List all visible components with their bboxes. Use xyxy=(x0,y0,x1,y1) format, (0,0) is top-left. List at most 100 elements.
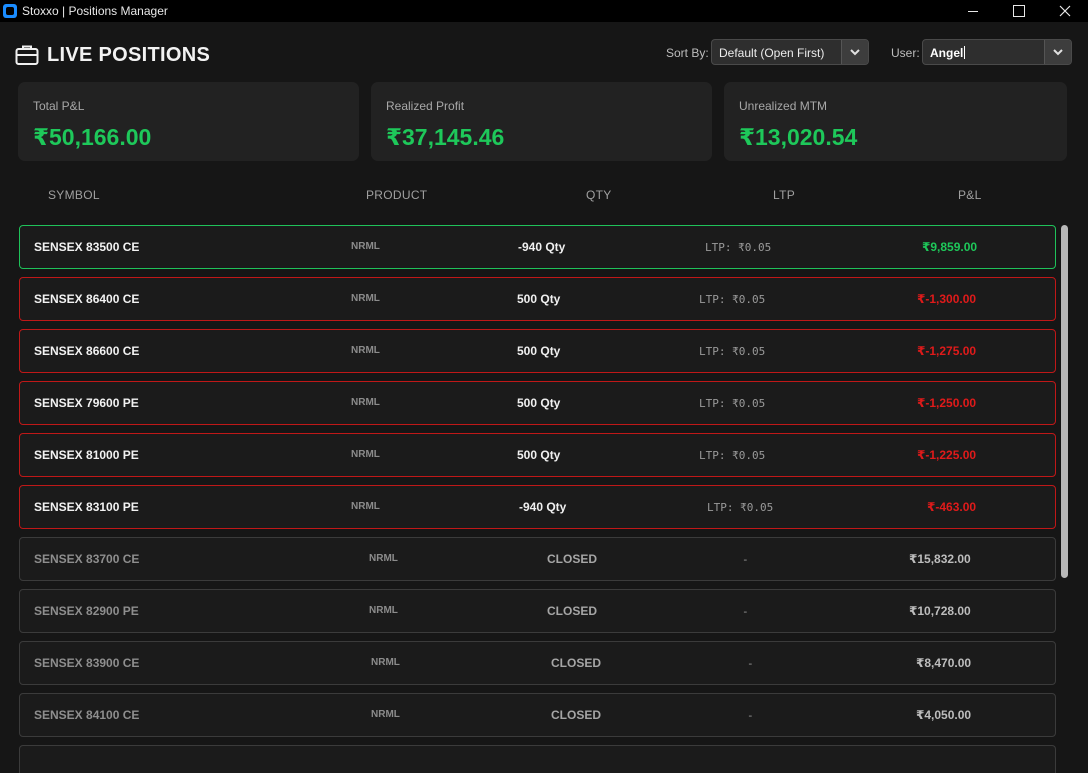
position-product: NRML xyxy=(351,241,380,252)
position-row[interactable]: SENSEX 86600 CE NRML 500 Qty LTP: ₹0.05 … xyxy=(19,329,1056,373)
chevron-down-icon xyxy=(850,48,860,55)
position-ltp: - xyxy=(742,605,749,618)
position-qty: CLOSED xyxy=(551,656,602,670)
user-label: User: xyxy=(891,46,920,60)
position-row[interactable]: SENSEX 83900 CE NRML CLOSED - ₹8,470.00 xyxy=(19,641,1056,685)
position-row[interactable]: SENSEX 79600 PE NRML 500 Qty LTP: ₹0.05 … xyxy=(19,381,1056,425)
position-product: NRML xyxy=(351,397,380,408)
unrealized-mtm-label: Unrealized MTM xyxy=(739,99,828,113)
position-pnl: ₹-463.00 xyxy=(927,500,977,514)
position-symbol: SENSEX 83500 CE xyxy=(34,240,140,254)
maximize-icon xyxy=(1013,5,1025,17)
position-row[interactable]: SENSEX 86400 CE NRML 500 Qty LTP: ₹0.05 … xyxy=(19,277,1056,321)
position-symbol: SENSEX 83700 CE xyxy=(34,552,140,566)
app-logo-icon xyxy=(3,4,17,18)
position-qty: 500 Qty xyxy=(517,292,561,306)
position-row[interactable]: SENSEX 83100 PE NRML -940 Qty LTP: ₹0.05… xyxy=(19,485,1056,529)
column-header-ltp: LTP xyxy=(773,188,796,202)
position-ltp: LTP: ₹0.05 xyxy=(705,241,772,254)
position-row[interactable]: SENSEX 81000 PE NRML 500 Qty LTP: ₹0.05 … xyxy=(19,433,1056,477)
realized-profit-value: ₹37,145.46 xyxy=(386,124,505,150)
window-titlebar: Stoxxo | Positions Manager xyxy=(0,0,1088,22)
column-header-qty: QTY xyxy=(586,188,612,202)
position-pnl: ₹-1,250.00 xyxy=(917,396,977,410)
position-ltp: - xyxy=(742,553,749,566)
close-icon xyxy=(1059,5,1071,17)
position-pnl: ₹4,050.00 xyxy=(916,708,972,722)
minimize-icon xyxy=(968,10,978,12)
realized-profit-label: Realized Profit xyxy=(386,99,465,113)
chevron-down-icon xyxy=(1053,48,1063,55)
position-product: NRML xyxy=(351,501,380,512)
position-symbol: SENSEX 81000 PE xyxy=(34,448,139,462)
position-ltp: - xyxy=(747,657,754,670)
position-row[interactable]: SENSEX 83500 CE NRML -940 Qty LTP: ₹0.05… xyxy=(19,225,1056,269)
position-qty: CLOSED xyxy=(547,604,598,618)
position-qty: CLOSED xyxy=(551,708,602,722)
user-dropdown[interactable]: Angel xyxy=(922,39,1072,65)
position-product: NRML xyxy=(369,553,398,564)
position-product: NRML xyxy=(371,657,400,668)
position-ltp: LTP: ₹0.05 xyxy=(699,449,766,462)
total-pnl-label: Total P&L xyxy=(33,99,85,113)
total-pnl-value: ₹50,166.00 xyxy=(33,124,152,150)
position-product: NRML xyxy=(351,293,380,304)
position-ltp: LTP: ₹0.05 xyxy=(699,397,766,410)
position-row[interactable]: SENSEX 84100 CE NRML CLOSED - ₹4,050.00 xyxy=(19,693,1056,737)
position-row-partial[interactable] xyxy=(19,745,1056,773)
realized-profit-card: Realized Profit ₹37,145.46 xyxy=(371,82,712,161)
position-qty: CLOSED xyxy=(547,552,598,566)
position-product: NRML xyxy=(351,345,380,356)
positions-scrollbar[interactable] xyxy=(1061,225,1068,578)
position-symbol: SENSEX 86400 CE xyxy=(34,292,140,306)
position-symbol: SENSEX 83100 PE xyxy=(34,500,139,514)
minimize-button[interactable] xyxy=(950,0,996,22)
position-product: NRML xyxy=(371,709,400,720)
user-input[interactable]: Angel xyxy=(930,46,966,60)
unrealized-mtm-card: Unrealized MTM ₹13,020.54 xyxy=(724,82,1067,161)
position-ltp: LTP: ₹0.05 xyxy=(707,501,774,514)
window-controls xyxy=(950,0,1088,22)
position-qty: -940 Qty xyxy=(519,500,567,514)
position-pnl: ₹10,728.00 xyxy=(909,604,971,618)
sort-by-dropdown[interactable]: Default (Open First) xyxy=(711,39,869,65)
position-product: NRML xyxy=(369,605,398,616)
position-symbol: SENSEX 86600 CE xyxy=(34,344,140,358)
position-pnl: ₹9,859.00 xyxy=(922,240,978,254)
column-header-pnl: P&L xyxy=(958,188,982,202)
page-title: LIVE POSITIONS xyxy=(47,44,211,66)
position-pnl: ₹-1,275.00 xyxy=(917,344,977,358)
position-ltp: - xyxy=(747,709,754,722)
briefcase-icon xyxy=(15,45,39,65)
position-pnl: ₹8,470.00 xyxy=(916,656,972,670)
unrealized-mtm-value: ₹13,020.54 xyxy=(739,124,858,150)
text-cursor xyxy=(964,46,966,59)
position-qty: 500 Qty xyxy=(517,448,561,462)
position-symbol: SENSEX 83900 CE xyxy=(34,656,140,670)
position-qty: 500 Qty xyxy=(517,396,561,410)
total-pnl-card: Total P&L ₹50,166.00 xyxy=(18,82,359,161)
user-value: Angel xyxy=(930,46,964,60)
position-ltp: LTP: ₹0.05 xyxy=(699,345,766,358)
position-symbol: SENSEX 82900 PE xyxy=(34,604,139,618)
sort-by-label: Sort By: xyxy=(666,46,709,60)
sort-dropdown-button[interactable] xyxy=(841,40,868,64)
position-symbol: SENSEX 84100 CE xyxy=(34,708,140,722)
position-pnl: ₹15,832.00 xyxy=(909,552,971,566)
position-qty: -940 Qty xyxy=(518,240,566,254)
close-button[interactable] xyxy=(1042,0,1088,22)
window-title: Stoxxo | Positions Manager xyxy=(22,4,168,18)
column-header-product: PRODUCT xyxy=(366,188,428,202)
sort-by-value: Default (Open First) xyxy=(719,46,825,60)
maximize-button[interactable] xyxy=(996,0,1042,22)
column-header-symbol: SYMBOL xyxy=(48,188,100,202)
position-ltp: LTP: ₹0.05 xyxy=(699,293,766,306)
position-row[interactable]: SENSEX 82900 PE NRML CLOSED - ₹10,728.00 xyxy=(19,589,1056,633)
position-pnl: ₹-1,225.00 xyxy=(917,448,977,462)
position-symbol: SENSEX 79600 PE xyxy=(34,396,139,410)
user-dropdown-button[interactable] xyxy=(1044,40,1071,64)
position-pnl: ₹-1,300.00 xyxy=(917,292,977,306)
page-header: LIVE POSITIONS Sort By: Default (Open Fi… xyxy=(0,22,1088,82)
position-qty: 500 Qty xyxy=(517,344,561,358)
position-row[interactable]: SENSEX 83700 CE NRML CLOSED - ₹15,832.00 xyxy=(19,537,1056,581)
